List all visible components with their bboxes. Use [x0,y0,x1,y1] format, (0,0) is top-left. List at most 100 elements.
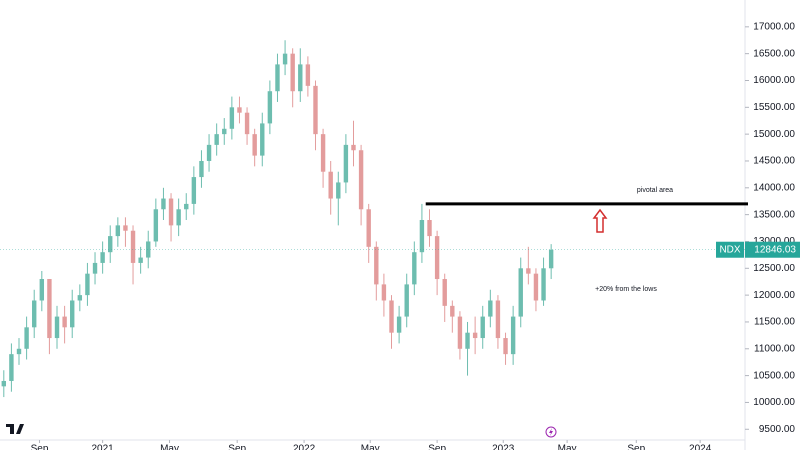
candle-body [488,300,493,317]
candle-body [442,279,447,306]
candle-body [472,332,478,339]
candle-body [222,128,227,135]
candle-body [100,252,105,263]
y-tick-label: 10500.00 [753,370,795,381]
candle-body [267,91,273,124]
candle-body [32,300,37,328]
candle-body [374,246,379,285]
symbol-badge [716,241,744,258]
candle-body [503,338,508,355]
candle-body [336,182,341,199]
tradingview-logo [6,424,24,434]
candle-body [533,273,539,301]
candle-body [480,316,485,339]
x-tick-label: 2024 [689,444,712,450]
candle-body [47,279,52,339]
candle-body [138,257,143,263]
candle-body [495,300,501,339]
candle-body [260,123,265,156]
y-tick-label: 15500.00 [753,102,795,113]
x-tick-label: May [558,444,577,450]
candle-body [206,144,212,161]
candle-body [290,53,295,92]
candle-body [214,134,219,145]
candle-body [252,134,257,156]
candle-body [548,249,554,269]
y-tick-label: 13500.00 [753,209,795,220]
last-price-label: 12846.03 [754,244,796,255]
candles [1,40,554,398]
candle-body [85,273,90,296]
y-tick-label: 16500.00 [753,48,795,59]
candle-body [328,171,333,199]
candle-body [358,150,364,210]
y-tick-label: 14000.00 [753,182,795,193]
candle-body [1,380,7,387]
candle-body [526,268,531,274]
candle-body [404,284,409,317]
annotation: +20% from the lows [595,286,657,293]
candle-body [39,279,45,301]
candle-body [518,268,523,317]
candle-body [419,220,425,253]
x-tick-label: May [160,444,179,450]
y-tick-label: 12500.00 [753,263,795,274]
x-tick-label: Sep [31,444,49,450]
candle-body [16,348,22,355]
x-tick-label: Sep [627,444,645,450]
candle-body [343,144,349,183]
candle-body [161,198,166,210]
candle-body [24,327,29,349]
candle-body [389,300,394,333]
price-badge [745,241,800,258]
candle-body [108,236,113,253]
candle-body [541,268,546,301]
candle-body [244,112,250,135]
candle-body [305,64,311,86]
candle-body [176,209,181,226]
candle-body [450,305,455,317]
candle-body [229,107,235,129]
y-tick-label: 11500.00 [754,317,795,328]
candle-body [381,284,387,301]
candle-body [427,220,432,237]
candle-body [70,300,75,328]
candle-body [465,332,470,349]
candle-body [396,316,402,333]
candle-body [282,53,288,65]
x-tick-label: May [361,444,380,450]
y-tick-label: 12000.00 [753,290,795,301]
candle-body [199,160,204,178]
x-tick-label: 2023 [492,444,515,450]
symbol-label: NDX [719,244,740,255]
candle-body [351,144,356,151]
event-icon [545,426,557,438]
y-tick-label: 16000.00 [753,75,795,86]
candle-body [320,134,326,172]
x-tick-label: Sep [428,444,446,450]
candle-body [510,316,516,355]
x-tick-label: 2022 [293,444,316,450]
y-tick-label: 14500.00 [753,156,795,167]
annotation: pivotal area [637,187,673,194]
candle-body [298,64,303,92]
candle-body [237,107,242,113]
candle-body [146,241,151,258]
y-tick-label: 17000.00 [753,21,795,32]
y-tick-label: 10000.00 [753,397,795,408]
candle-body [9,354,14,381]
candle-body [62,316,67,328]
candle-body [168,198,174,226]
candle-body [153,209,159,242]
candle-body [412,252,417,285]
y-tick-label: 11000.00 [754,343,795,354]
x-tick-label: Sep [228,444,246,450]
candle-body [123,225,128,231]
candle-body [115,225,121,237]
candle-body [366,209,371,247]
y-tick-label: 13000.00 [753,236,795,247]
candle-body [191,177,197,204]
